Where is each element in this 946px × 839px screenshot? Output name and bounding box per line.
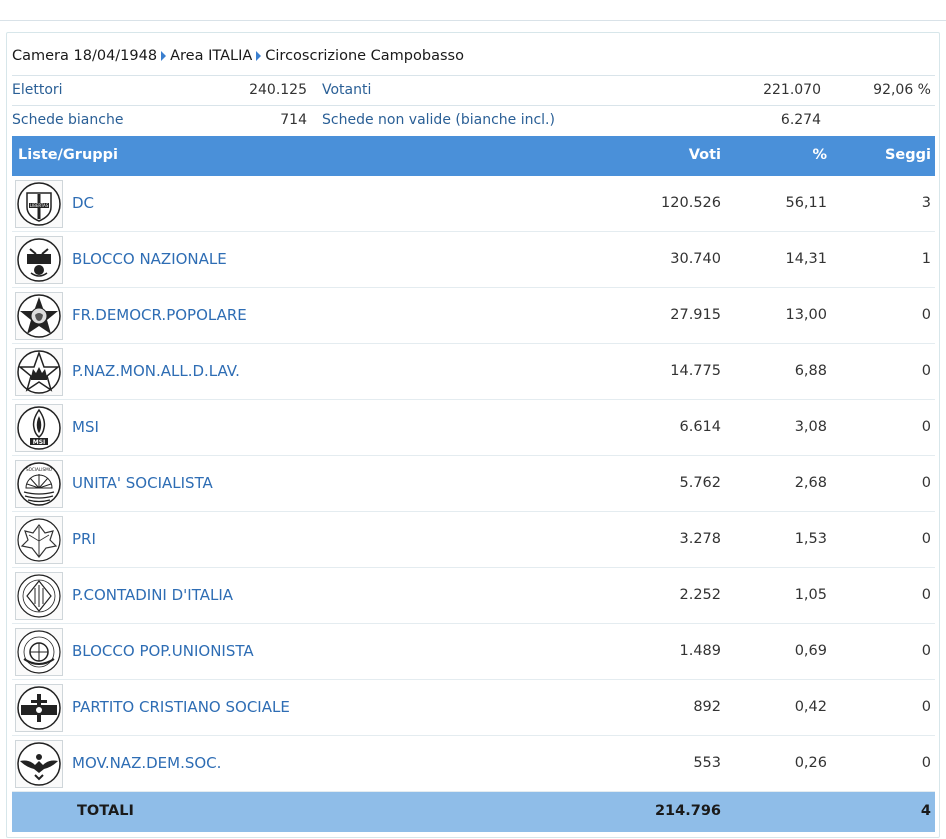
totals-label: TOTALI — [77, 803, 134, 819]
party-percent: 0,42 — [794, 699, 827, 715]
party-votes: 120.526 — [661, 195, 721, 211]
cristiano-sociale-icon — [15, 684, 63, 732]
party-link[interactable]: FR.DEMOCR.POPOLARE — [72, 306, 247, 324]
invalid-ballots-value: 6.274 — [780, 112, 821, 128]
dc-shield-icon: LIBERTAS — [15, 180, 63, 228]
blank-ballots-label: Schede bianche — [12, 112, 124, 128]
breadcrumb-item-district: Circoscrizione Campobasso — [265, 48, 464, 64]
party-votes: 2.252 — [679, 587, 721, 603]
sun-socialismo-icon: SOCIALISMO — [15, 460, 63, 508]
party-percent: 6,88 — [794, 363, 827, 379]
eagle-icon — [15, 740, 63, 788]
party-percent: 1,05 — [794, 587, 827, 603]
party-link[interactable]: PRI — [72, 530, 96, 548]
party-votes: 5.762 — [679, 475, 721, 491]
ivy-leaf-icon — [15, 516, 63, 564]
breadcrumb-arrow-icon — [256, 51, 262, 61]
table-row: MOV.NAZ.DEM.SOC. 553 0,26 0 — [12, 736, 935, 792]
table-row: FR.DEMOCR.POPOLARE 27.915 13,00 0 — [12, 288, 935, 344]
msi-flame-icon: MSI — [15, 404, 63, 452]
party-link[interactable]: DC — [72, 194, 95, 212]
party-seats: 0 — [921, 475, 931, 491]
party-seats: 0 — [921, 699, 931, 715]
party-percent: 0,69 — [794, 643, 827, 659]
summary-row-electors: Elettori 240.125 Votanti 221.070 92,06 % — [12, 75, 935, 105]
party-percent: 1,53 — [794, 531, 827, 547]
table-row: MSI MSI 6.614 3,08 0 — [12, 400, 935, 456]
party-link[interactable]: BLOCCO POP.UNIONISTA — [72, 642, 254, 660]
voters-percentage: 92,06 % — [873, 82, 931, 98]
party-seats: 0 — [921, 419, 931, 435]
table-row: P.NAZ.MON.ALL.D.LAV. 14.775 6,88 0 — [12, 344, 935, 400]
totals-seats: 4 — [920, 803, 931, 819]
header-votes: Voti — [688, 147, 721, 163]
table-row: BLOCCO NAZIONALE 30.740 14,31 1 — [12, 232, 935, 288]
star-crown-icon — [15, 348, 63, 396]
party-seats: 0 — [921, 307, 931, 323]
party-link[interactable]: MOV.NAZ.DEM.SOC. — [72, 754, 222, 772]
party-votes: 30.740 — [670, 251, 721, 267]
svg-text:MSI: MSI — [33, 439, 46, 446]
party-seats: 0 — [921, 755, 931, 771]
breadcrumb-item-election[interactable]: Camera 18/04/1948 — [12, 48, 158, 64]
table-row: BLOCCO POP.UNIONISTA 1.489 0,69 0 — [12, 624, 935, 680]
party-percent: 3,08 — [794, 419, 827, 435]
invalid-ballots-label: Schede non valide (bianche incl.) — [322, 112, 555, 128]
header-seats: Seggi — [884, 147, 931, 163]
electors-value: 240.125 — [249, 82, 307, 98]
party-votes: 892 — [693, 699, 721, 715]
breadcrumb-item-area[interactable]: Area ITALIA — [170, 48, 253, 64]
party-link[interactable]: PARTITO CRISTIANO SOCIALE — [72, 698, 290, 716]
party-percent: 14,31 — [785, 251, 827, 267]
breadcrumb-arrow-icon — [161, 51, 167, 61]
table-row: P.CONTADINI D'ITALIA 2.252 1,05 0 — [12, 568, 935, 624]
party-seats: 3 — [921, 195, 931, 211]
fronte-star-icon — [15, 292, 63, 340]
top-divider — [0, 20, 946, 21]
party-seats: 0 — [921, 643, 931, 659]
table-header: Liste/Gruppi Voti % Seggi — [12, 136, 935, 176]
unionista-icon — [15, 628, 63, 676]
table-row: PRI 3.278 1,53 0 — [12, 512, 935, 568]
party-link[interactable]: P.NAZ.MON.ALL.D.LAV. — [72, 362, 240, 380]
party-votes: 14.775 — [670, 363, 721, 379]
svg-text:SOCIALISMO: SOCIALISMO — [26, 467, 53, 472]
party-votes: 6.614 — [679, 419, 721, 435]
party-seats: 0 — [921, 531, 931, 547]
party-link[interactable]: UNITA' SOCIALISTA — [72, 474, 213, 492]
svg-text:LIBERTAS: LIBERTAS — [30, 203, 49, 208]
party-percent: 0,26 — [794, 755, 827, 771]
header-percent: % — [812, 147, 827, 163]
party-percent: 13,00 — [785, 307, 827, 323]
table-row: SOCIALISMO UNITA' SOCIALISTA 5.762 2,68 … — [12, 456, 935, 512]
totals-row: TOTALI 214.796 4 — [12, 792, 935, 832]
party-link[interactable]: P.CONTADINI D'ITALIA — [72, 586, 234, 604]
party-votes: 3.278 — [679, 531, 721, 547]
party-link[interactable]: MSI — [72, 418, 99, 436]
table-row: LIBERTAS DC 120.526 56,11 3 — [12, 176, 935, 232]
summary-row-ballots: Schede bianche 714 Schede non valide (bi… — [12, 105, 935, 135]
blocco-nazionale-icon — [15, 236, 63, 284]
breadcrumb: Camera 18/04/1948 Area ITALIA Circoscriz… — [12, 46, 464, 66]
voters-label: Votanti — [322, 82, 372, 98]
table-row: PARTITO CRISTIANO SOCIALE 892 0,42 0 — [12, 680, 935, 736]
party-seats: 0 — [921, 363, 931, 379]
header-lists: Liste/Gruppi — [18, 147, 119, 163]
party-votes: 1.489 — [679, 643, 721, 659]
party-seats: 0 — [921, 587, 931, 603]
electors-label: Elettori — [12, 82, 63, 98]
party-votes: 27.915 — [670, 307, 721, 323]
party-votes: 553 — [693, 755, 721, 771]
totals-votes: 214.796 — [654, 803, 721, 819]
blank-ballots-value: 714 — [280, 112, 307, 128]
contadini-icon — [15, 572, 63, 620]
party-percent: 2,68 — [794, 475, 827, 491]
party-seats: 1 — [921, 251, 931, 267]
voters-value: 221.070 — [763, 82, 821, 98]
results-panel: Camera 18/04/1948 Area ITALIA Circoscriz… — [6, 32, 940, 838]
party-link[interactable]: BLOCCO NAZIONALE — [72, 250, 227, 268]
party-percent: 56,11 — [785, 195, 827, 211]
